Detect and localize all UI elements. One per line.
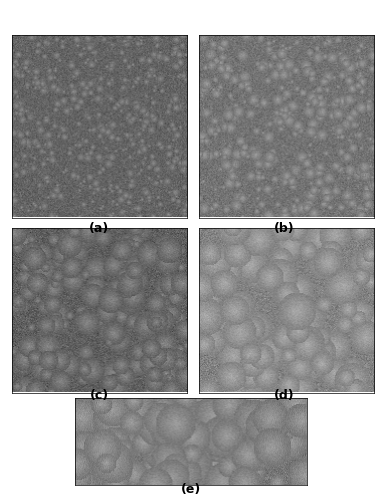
Text: (b): (b) (274, 222, 295, 235)
Text: (e): (e) (181, 483, 201, 496)
Text: (c): (c) (90, 390, 109, 402)
Text: (a): (a) (89, 222, 109, 235)
Text: (d): (d) (274, 390, 295, 402)
